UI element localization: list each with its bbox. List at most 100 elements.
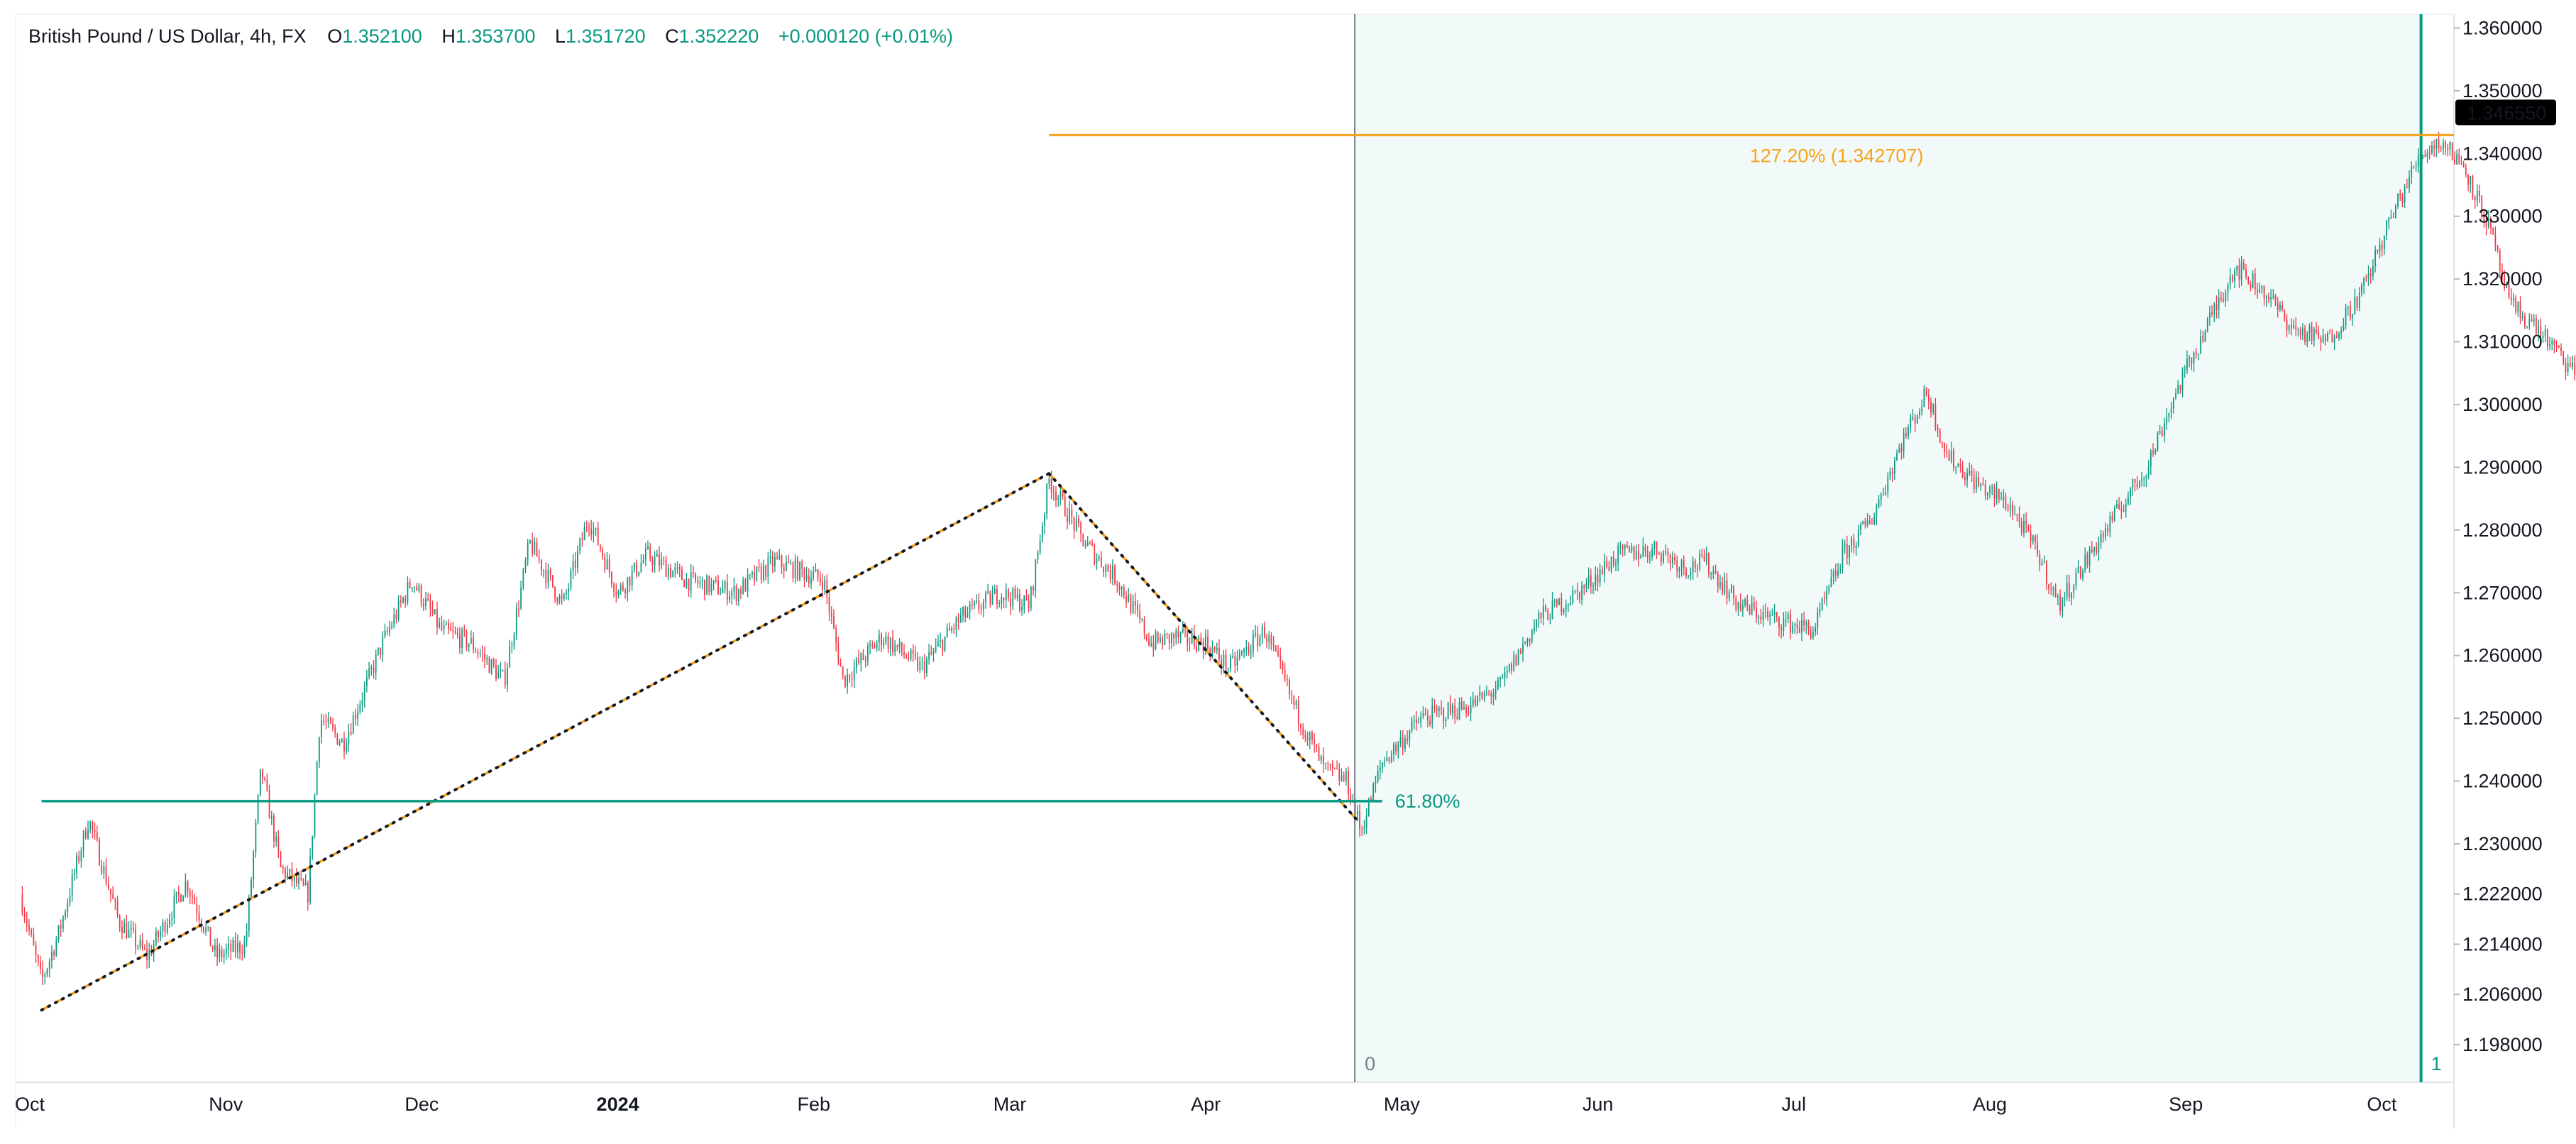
candle-body	[2066, 583, 2068, 598]
candle-body	[602, 549, 604, 556]
candle-body	[1334, 768, 1336, 769]
candle-body	[629, 577, 631, 586]
candle-body	[1243, 649, 1245, 652]
candle-body	[1692, 561, 1694, 573]
candle-body	[28, 925, 30, 930]
candle-body	[103, 866, 105, 874]
candle-body	[1284, 670, 1286, 680]
symbol-title[interactable]: British Pound / US Dollar, 4h, FX	[28, 26, 307, 47]
candle-body	[2438, 139, 2440, 148]
candle-body	[2306, 333, 2308, 343]
candle-body	[425, 598, 426, 606]
candle-body	[1529, 638, 1531, 642]
candle-body	[726, 581, 728, 600]
candle-body	[2238, 265, 2240, 280]
candle-body	[1139, 610, 1141, 620]
candle-body	[1075, 518, 1077, 531]
candle-body	[1445, 719, 1447, 722]
candle-body	[1270, 635, 1272, 644]
candle-body	[1644, 546, 1646, 551]
candle-body	[2268, 296, 2269, 299]
candle-body	[1583, 585, 1585, 588]
candle-body	[1016, 594, 1018, 598]
candle-body	[2209, 312, 2211, 319]
candle-body	[1787, 614, 1789, 620]
candle-body	[2465, 167, 2467, 175]
candle-body	[771, 556, 774, 567]
candle-body	[1812, 632, 1814, 639]
candle-body	[234, 940, 236, 952]
candle-body	[763, 565, 764, 581]
candle-body	[2075, 573, 2077, 585]
candle-body	[1914, 417, 1916, 424]
candle-body	[2213, 304, 2216, 314]
candle-body	[2231, 276, 2233, 282]
candle-body	[876, 643, 878, 649]
candle-body	[869, 644, 871, 646]
candle-body	[1762, 612, 1764, 620]
candle-body	[955, 617, 957, 629]
candle-body	[304, 882, 307, 886]
candle-body	[1542, 605, 1544, 618]
candle-body	[502, 670, 504, 671]
candle-body	[1801, 620, 1802, 633]
candle-body	[2308, 325, 2311, 334]
candle-body	[2009, 504, 2011, 510]
candle-body	[604, 556, 606, 570]
candle-body	[2293, 325, 2294, 329]
candle-body	[1433, 705, 1436, 709]
candle-body	[2335, 336, 2338, 339]
candle-body	[1413, 720, 1415, 721]
candle-body	[1128, 595, 1130, 603]
high-value: 1.353700	[455, 26, 536, 47]
candle-body	[2263, 285, 2265, 299]
candle-body	[1515, 655, 1517, 666]
candle-body	[957, 617, 959, 622]
candle-body	[1669, 554, 1671, 563]
candle-body	[352, 715, 354, 735]
price-tick-label: 1.198000	[2462, 1034, 2543, 1055]
candle-body	[107, 884, 109, 889]
candle-body	[908, 658, 910, 659]
candle-body	[2338, 333, 2340, 339]
candle-body	[375, 654, 377, 673]
candle-body	[2311, 325, 2313, 341]
candle-body	[828, 596, 830, 613]
candle-body	[948, 627, 950, 631]
candle-body	[674, 567, 676, 571]
candle-body	[2350, 306, 2351, 318]
candle-body	[1218, 647, 1220, 659]
candle-body	[1055, 493, 1057, 500]
candle-body	[1665, 551, 1667, 553]
candle-body	[2254, 273, 2256, 290]
candle-body	[1604, 561, 1605, 574]
candle-body	[2467, 175, 2469, 185]
drawings[interactable]: 0 1 127.20% (1.342707) 61.80%	[40, 14, 2454, 1082]
candle-body	[1998, 488, 2000, 500]
candle-body	[300, 878, 302, 880]
candle-body	[701, 579, 703, 582]
candle-body	[275, 836, 277, 842]
price-axis[interactable]: 1.360000 1.350000 1.340000 1.330000 1.320000…	[2454, 17, 2556, 1055]
candle-body	[1155, 632, 1157, 649]
time-tick-label: Oct	[15, 1094, 45, 1115]
time-axis[interactable]: Oct Nov Dec 2024 Feb Mar Apr May Jun Jul Aug Sep Oct	[15, 1094, 2397, 1115]
candle-body	[1019, 594, 1020, 611]
candle-body	[2426, 153, 2428, 158]
candle-body	[382, 636, 384, 655]
candle-body	[1805, 622, 1807, 625]
fib-retrace-level-label: 61.80%	[1395, 791, 1460, 812]
candle-body	[1379, 767, 1381, 771]
time-tick-label: Apr	[1191, 1094, 1221, 1115]
candle-body	[2206, 318, 2208, 332]
candle-body	[251, 880, 252, 897]
candle-body	[2458, 153, 2460, 163]
candle-body	[2247, 276, 2250, 284]
candle-body	[325, 722, 327, 723]
candle-body	[644, 549, 646, 560]
candle-body	[2132, 478, 2134, 489]
candle-body	[1558, 598, 1561, 605]
candle-body	[397, 600, 400, 619]
candle-body	[2524, 316, 2526, 327]
